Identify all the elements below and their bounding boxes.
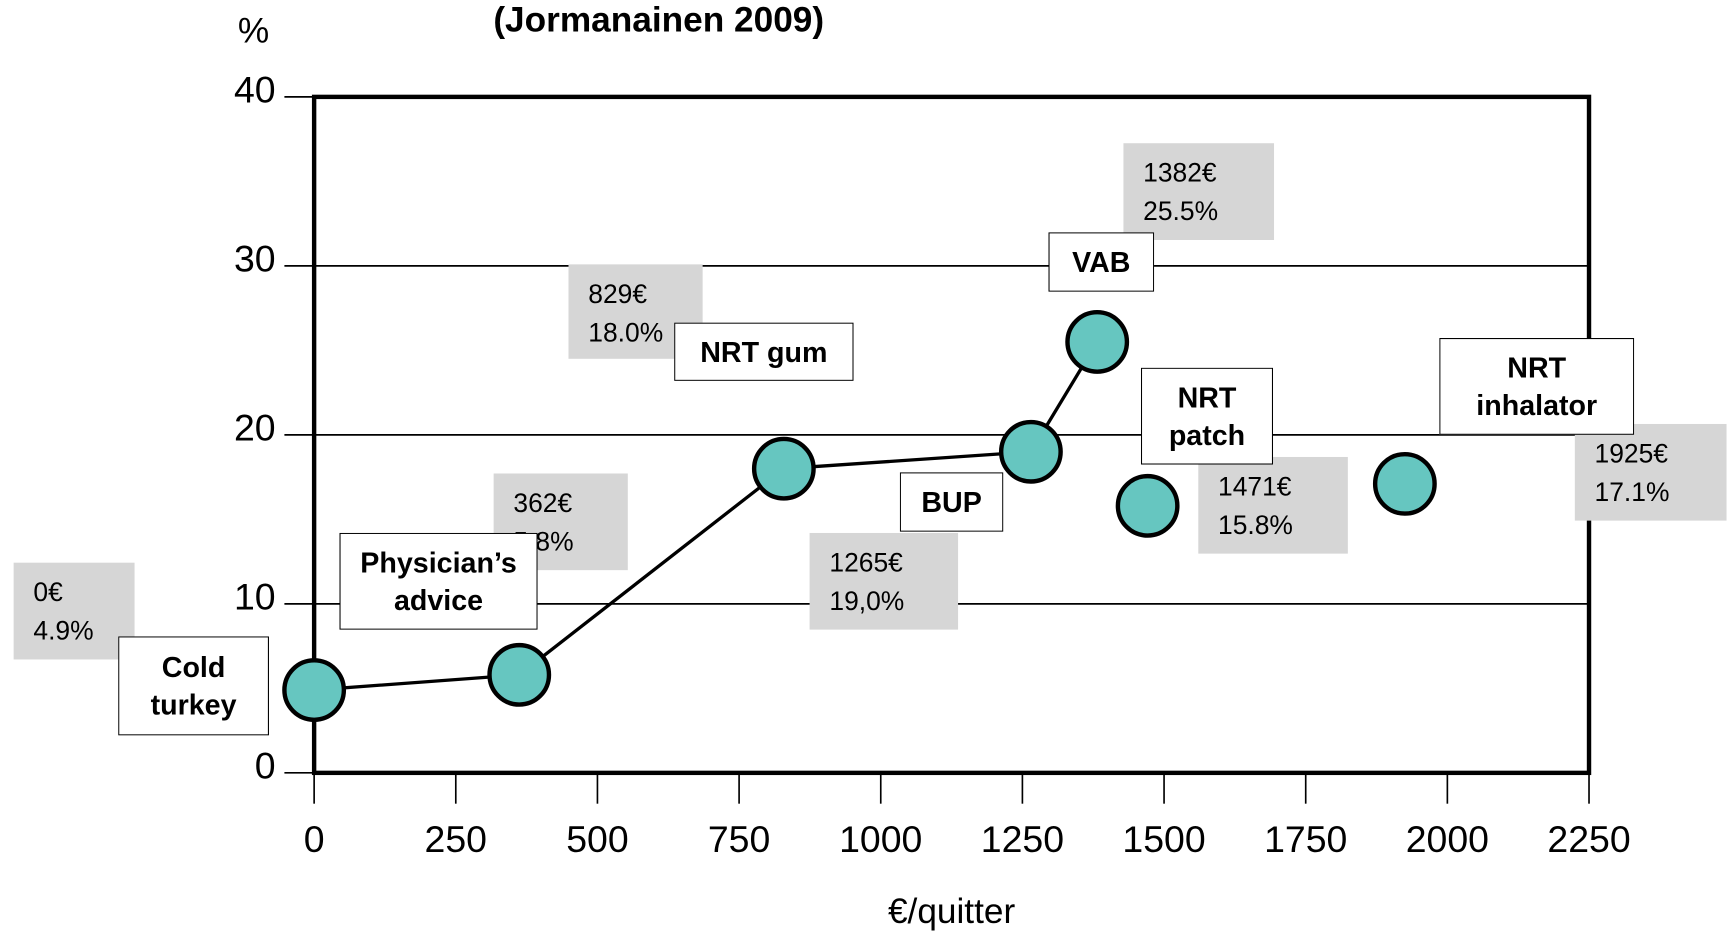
point-label: NRT gum bbox=[674, 322, 854, 381]
point-label-box: BUP bbox=[899, 472, 1004, 532]
value-label: 1265€ 19,0% bbox=[809, 532, 959, 630]
point-label-box: NRT gum bbox=[674, 322, 854, 381]
value-label: 1382€ 25.5% bbox=[1123, 143, 1275, 241]
x-tick-label: 1750 bbox=[1264, 818, 1347, 860]
chart-title: (Jormanainen 2009) bbox=[493, 0, 824, 39]
point bbox=[282, 658, 347, 722]
point-label: BUP bbox=[899, 472, 1004, 532]
x-tick-label: 2000 bbox=[1406, 818, 1489, 860]
value-label: 1925€ 17.1% bbox=[1574, 423, 1727, 521]
point-label-box: NRT patch bbox=[1140, 367, 1274, 465]
x-axis-label: €/quitter bbox=[888, 892, 1016, 931]
point-label-box: Cold turkey bbox=[118, 636, 269, 736]
point bbox=[1372, 451, 1437, 516]
point-label: Cold turkey bbox=[118, 636, 269, 736]
x-tick-label: 1000 bbox=[839, 818, 922, 860]
point bbox=[1065, 309, 1130, 374]
y-tick-label: 40 bbox=[234, 68, 276, 110]
y-tick-label: 0 bbox=[255, 744, 276, 786]
point-label-box: NRT inhalator bbox=[1439, 337, 1635, 435]
point-label: NRT patch bbox=[1140, 367, 1274, 465]
point bbox=[1115, 473, 1180, 538]
value-label: 1471€ 15.8% bbox=[1198, 456, 1348, 554]
x-tick-label: 500 bbox=[566, 818, 628, 860]
value-label-box: 1471€ 15.8% bbox=[1198, 456, 1348, 554]
x-tick-label: 2250 bbox=[1547, 818, 1630, 860]
value-label-box: 1925€ 17.1% bbox=[1574, 423, 1727, 521]
y-tick-label: 10 bbox=[234, 575, 276, 617]
point bbox=[487, 642, 552, 707]
value-label-box: 1382€ 25.5% bbox=[1123, 143, 1275, 241]
point bbox=[998, 419, 1063, 484]
y-tick-label: 30 bbox=[234, 237, 276, 279]
x-tick-label: 1250 bbox=[981, 818, 1064, 860]
y-tick-label: 20 bbox=[234, 406, 276, 448]
x-tick-label: 750 bbox=[708, 818, 770, 860]
y-axis-label: % bbox=[238, 11, 269, 50]
point-label: VAB bbox=[1048, 232, 1155, 292]
point-label: Physician’s advice bbox=[339, 532, 538, 630]
x-tick-label: 1500 bbox=[1122, 818, 1205, 860]
value-label-box: 0€ 4.9% bbox=[13, 562, 135, 660]
x-tick-label: 250 bbox=[425, 818, 487, 860]
value-label: 0€ 4.9% bbox=[13, 562, 135, 660]
x-tick-label: 0 bbox=[304, 818, 325, 860]
point-label-box: VAB bbox=[1048, 232, 1155, 292]
point bbox=[751, 436, 816, 501]
value-label-box: 1265€ 19,0% bbox=[809, 532, 959, 630]
point-label-box: Physician’s advice bbox=[339, 532, 538, 630]
point-label: NRT inhalator bbox=[1439, 337, 1635, 435]
